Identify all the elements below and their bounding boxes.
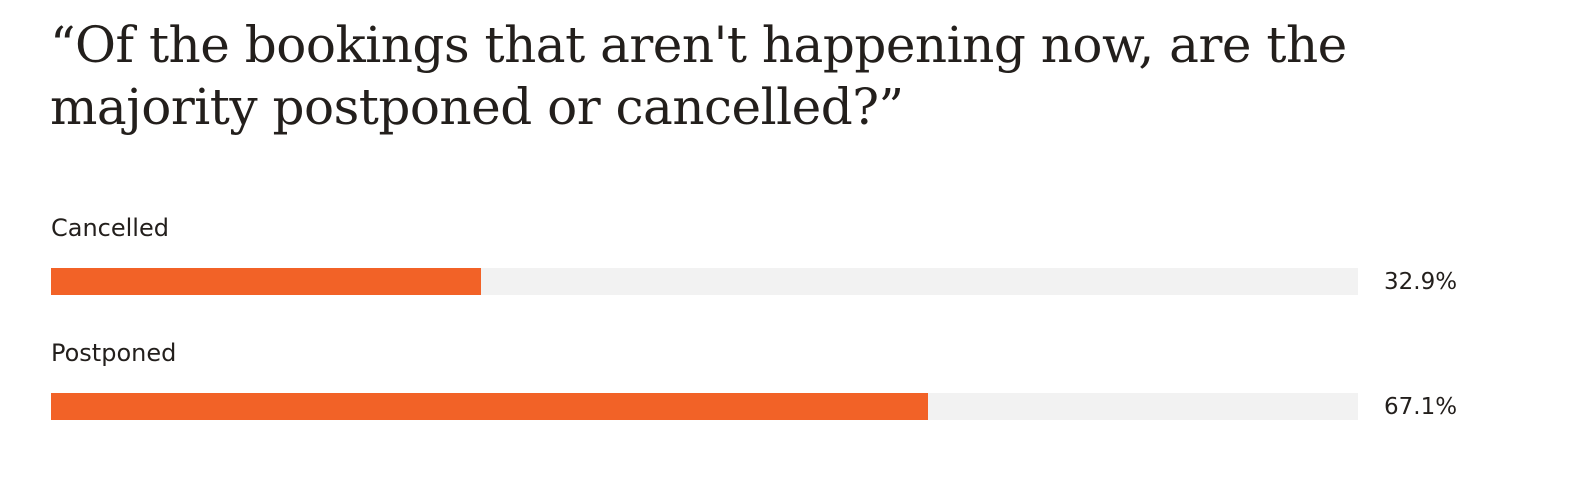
bar-label-cancelled: Cancelled bbox=[51, 214, 169, 242]
value-label-postponed: 67.1% bbox=[1384, 394, 1458, 420]
value-label-cancelled: 32.9% bbox=[1384, 269, 1458, 295]
chart-title: “Of the bookings that aren't happening n… bbox=[50, 16, 1347, 136]
bar-postponed bbox=[51, 393, 928, 420]
bar-label-postponed: Postponed bbox=[51, 339, 177, 367]
bar-cancelled bbox=[51, 268, 481, 295]
bar-track-postponed bbox=[51, 393, 1358, 420]
bar-track-cancelled bbox=[51, 268, 1358, 295]
